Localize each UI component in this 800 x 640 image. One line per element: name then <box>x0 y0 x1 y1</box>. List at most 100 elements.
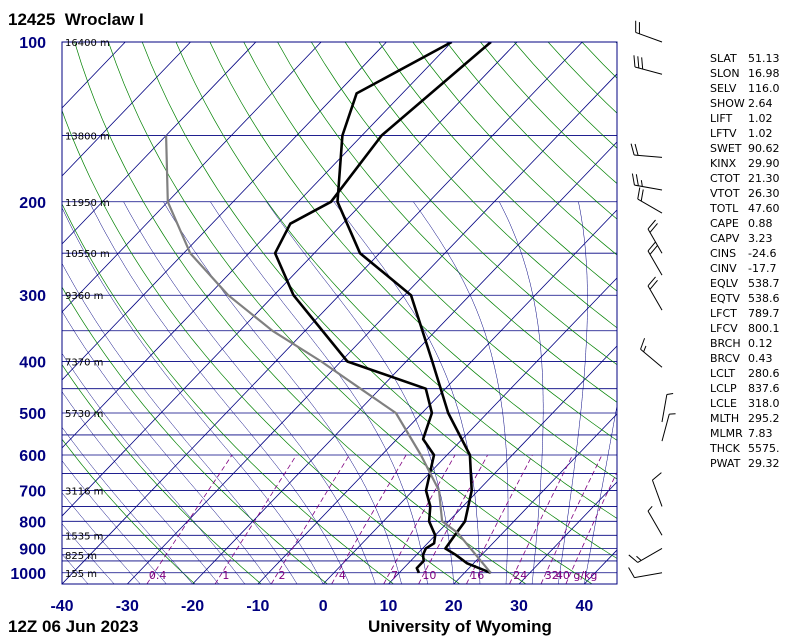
wind-barbs <box>628 20 676 579</box>
index-value: 789.7 <box>748 307 780 320</box>
index-key: LFTV <box>710 127 737 140</box>
index-value: 5575. <box>748 442 780 455</box>
dry-adiabat-310 <box>108 42 593 584</box>
isotherm--10 <box>257 209 617 584</box>
pressure-label: 700 <box>19 484 46 501</box>
pressure-label: 200 <box>19 195 46 212</box>
moist-adiabat <box>584 403 617 584</box>
barb-half-flag <box>647 505 653 512</box>
moist-adiabat <box>62 352 246 584</box>
mixing-ratio-label: 40 g/kg <box>556 569 598 582</box>
index-key: LFCT <box>710 307 737 320</box>
barb-flag <box>633 55 636 68</box>
barb-flag <box>630 143 635 156</box>
index-value: 29.90 <box>748 157 780 170</box>
moist-adiabat <box>557 201 588 584</box>
index-key: LIFT <box>710 112 733 125</box>
index-thck: THCK 5575. <box>710 441 780 456</box>
index-value: 0.88 <box>748 217 773 230</box>
index-lclp: LCLP 837.6 <box>710 381 780 396</box>
index-key: PWAT <box>710 457 741 470</box>
index-lift: LIFT 1.02 <box>710 111 780 126</box>
wind-barb <box>640 338 663 368</box>
sounding-profiles <box>165 42 492 575</box>
index-show: SHOW 2.64 <box>710 96 780 111</box>
index-key: CAPE <box>710 217 739 230</box>
dry-adiabat-290 <box>62 109 461 584</box>
index-value: 7.83 <box>748 427 773 440</box>
wind-barb <box>661 393 674 423</box>
x-tick-label: 10 <box>380 598 398 615</box>
isotherm--20 <box>192 141 617 584</box>
dry-adiabat-300 <box>74 42 527 584</box>
barb-flag <box>628 554 639 563</box>
dry-adiabat-250 <box>62 438 196 584</box>
index-eqtv: EQTV 538.6 <box>710 291 780 306</box>
dry-adiabat-270 <box>62 286 328 584</box>
barb-flag <box>640 338 646 350</box>
index-key: EQLV <box>710 277 739 290</box>
wind-barb <box>647 219 663 254</box>
mixing-ratio-line <box>565 471 617 584</box>
index-key: CAPV <box>710 232 740 245</box>
barb-flag <box>640 189 644 202</box>
barb-staff <box>637 198 663 214</box>
index-value: 1.02 <box>748 112 773 125</box>
pressure-label: 600 <box>19 448 46 465</box>
barb-flag <box>641 57 644 70</box>
index-kinx: KINX 29.90 <box>710 156 780 171</box>
wind-barb <box>651 472 663 507</box>
barb-flag <box>647 276 656 287</box>
height-label: 155 m <box>65 569 97 580</box>
isotherm--60 <box>62 42 453 449</box>
moist-adiabat <box>333 201 481 584</box>
wind-barb <box>635 20 663 43</box>
moist-adiabat <box>62 523 115 584</box>
x-tick-label: -20 <box>181 598 204 615</box>
height-label: 7370 m <box>65 358 103 369</box>
height-label: 13800 m <box>65 131 110 142</box>
barb-staff <box>647 250 663 276</box>
index-key: CTOT <box>710 172 740 185</box>
index-lclt: LCLT 280.6 <box>710 366 780 381</box>
wind-barb <box>661 413 676 442</box>
x-tick-label: 30 <box>510 598 528 615</box>
index-key: THCK <box>710 442 740 455</box>
index-key: MLTH <box>710 412 740 425</box>
wind-barb <box>647 241 663 276</box>
mixing-ratio-label: 32 <box>545 569 559 582</box>
mixing-ratio-line <box>383 454 456 584</box>
index-totl: TOTL 47.60 <box>710 201 780 216</box>
dewpoint-profile <box>273 42 492 574</box>
barb-staff <box>634 572 663 579</box>
grid-lines <box>62 42 617 584</box>
station-name: Wroclaw I <box>64 10 144 29</box>
barb-flag <box>631 173 635 186</box>
isotherm--100 <box>62 42 191 177</box>
pressure-label: 400 <box>19 355 46 372</box>
x-tick-label: -30 <box>116 598 139 615</box>
index-mlth: MLTH 295.2 <box>710 411 780 426</box>
x-tick-label: 0 <box>319 598 328 615</box>
barb-flag <box>637 187 641 200</box>
mixing-ratio-label: 1 <box>222 569 229 582</box>
sounding-time: 12Z 06 Jun 2023 <box>8 617 139 636</box>
dry-adiabat-340 <box>209 42 617 480</box>
moist-adiabat <box>123 201 376 584</box>
index-slat: SLAT 51.13 <box>710 51 780 66</box>
isotherm-20 <box>453 413 617 584</box>
moist-adiabat <box>413 201 509 584</box>
pressure-label: 100 <box>19 35 46 52</box>
index-key: SHOW <box>710 97 745 110</box>
wind-barb <box>633 55 663 75</box>
barb-half-flag <box>666 393 674 395</box>
barb-staff <box>661 394 668 423</box>
index-key: BRCH <box>710 337 741 350</box>
index-key: SLON <box>710 67 740 80</box>
barb-flag <box>647 241 656 252</box>
isotherm-30 <box>518 481 617 584</box>
index-key: LCLT <box>710 367 736 380</box>
moist-adiabat <box>62 492 141 584</box>
index-mlmr: MLMR 7.83 <box>710 426 780 441</box>
